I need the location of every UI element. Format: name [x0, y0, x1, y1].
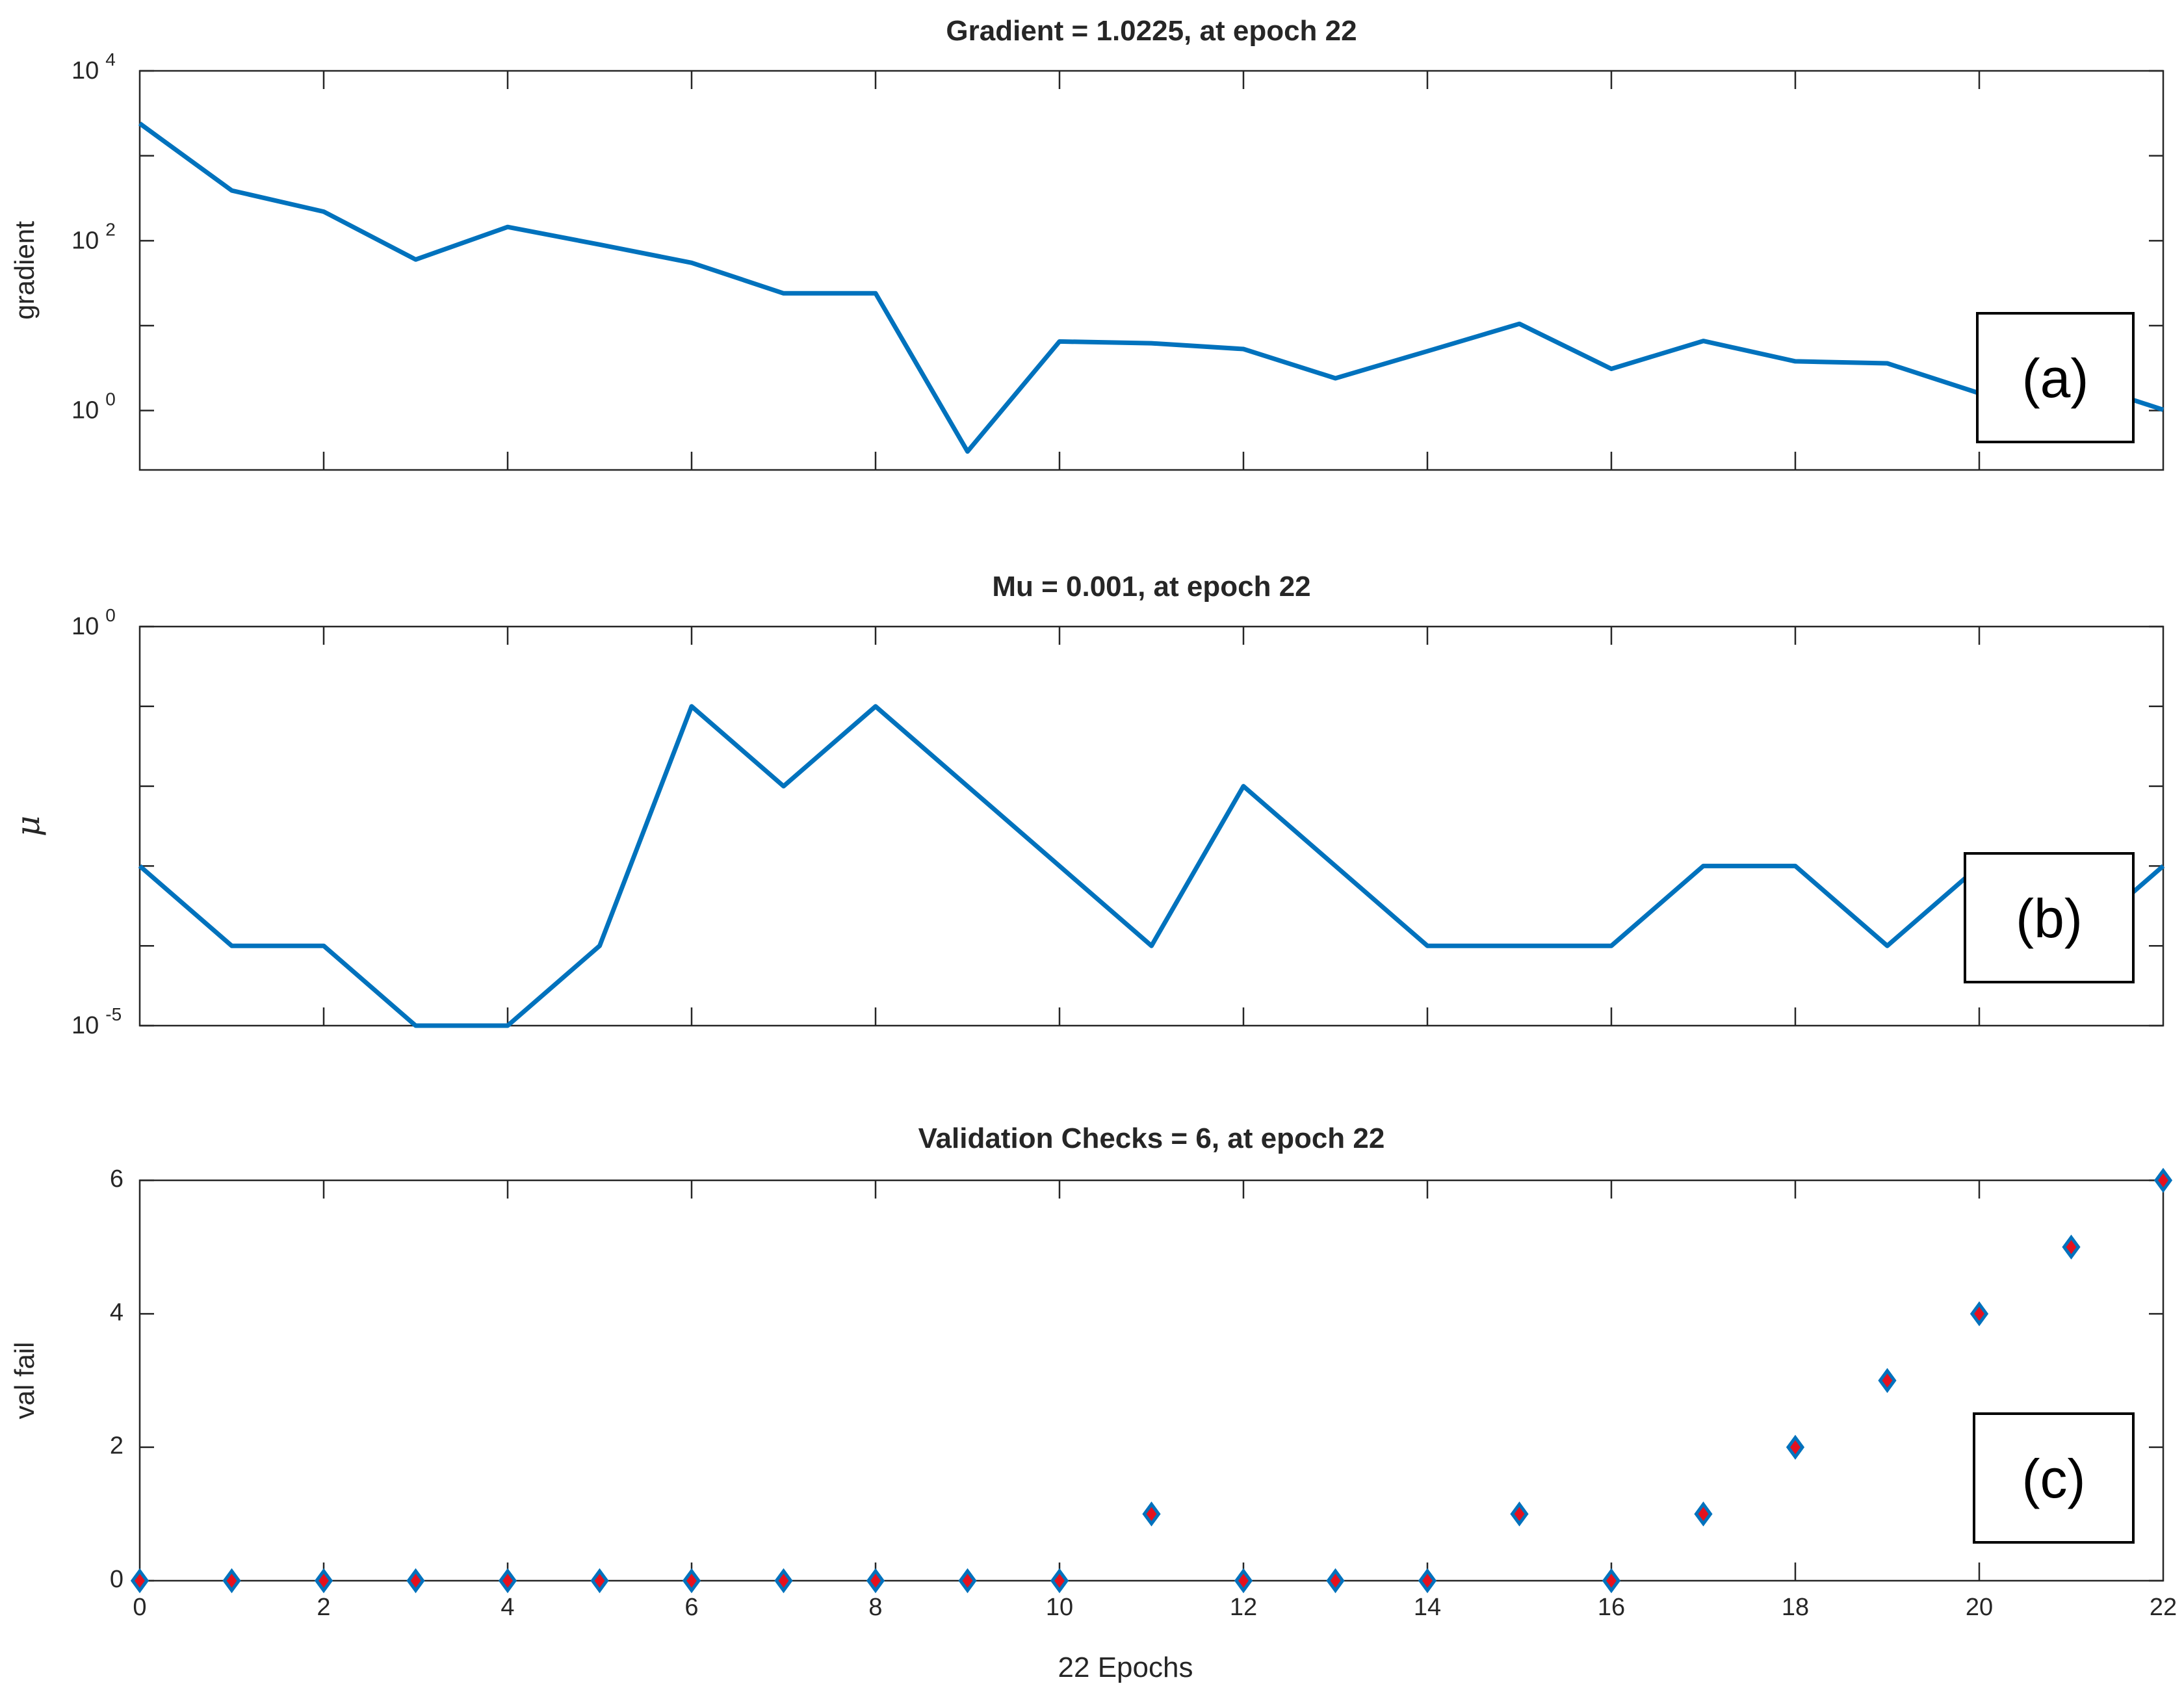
y-axis-label: μ	[9, 816, 47, 837]
y-tick-base: 10	[72, 1012, 99, 1039]
data-point	[1427, 350, 1428, 352]
data-point	[590, 1568, 609, 1594]
data-point	[1243, 348, 1244, 350]
data-point	[415, 259, 416, 260]
y-tick-label: 10 -5	[72, 1004, 122, 1039]
y-tick-label: 6	[110, 1165, 124, 1193]
chart-title: Validation Checks = 6, at epoch 22	[918, 1122, 1385, 1154]
y-tick-exponent: 0	[105, 605, 116, 625]
y-tick-label: 4	[110, 1299, 124, 1326]
x-tick-label: 14	[1414, 1594, 1441, 1621]
data-point	[1510, 1501, 1529, 1527]
y-axis-label: val fail	[9, 1342, 40, 1419]
y-tick-exponent: 0	[105, 389, 116, 409]
y-tick-label: 10 0	[72, 605, 116, 640]
panel-label-box	[1964, 852, 2135, 983]
x-tick-label: 2	[317, 1594, 330, 1621]
data-point	[958, 1568, 977, 1594]
chart-panel-2: 10 -5 10 0 Mu = 0.001, at epoch 22 μ (b)	[9, 571, 2165, 1039]
data-point	[967, 451, 968, 452]
data-point	[2163, 409, 2164, 410]
data-point	[1050, 1568, 1069, 1594]
data-point	[774, 1568, 793, 1594]
y-tick-label: 10 4	[72, 49, 116, 84]
y-tick-base: 10	[72, 227, 99, 254]
chart-title: Mu = 0.001, at epoch 22	[992, 571, 1310, 603]
data-point	[222, 1568, 241, 1594]
chart-panel-3: 0 2 4 6 Validation Checks = 6, at epoch 22 va…	[9, 1122, 2177, 1683]
y-tick-label: 0	[110, 1566, 124, 1593]
data-point	[2153, 1167, 2173, 1193]
data-point	[1418, 1568, 1437, 1594]
y-tick-label: 10 2	[72, 219, 116, 254]
x-tick-label: 18	[1782, 1594, 1809, 1621]
y-tick-base: 10	[72, 57, 99, 84]
data-point	[1694, 1501, 1713, 1527]
data-point	[2062, 1234, 2081, 1260]
panel-label: (c)	[2022, 1448, 2086, 1509]
data-point	[599, 244, 600, 245]
chart-panel-1: 10 0 10 2 10 4 Gradient = 1.0225, at epoch 22 g…	[9, 15, 2164, 471]
x-tick-label: 4	[500, 1594, 514, 1621]
x-tick-label: 22	[2150, 1594, 2177, 1621]
x-tick-label: 0	[133, 1594, 146, 1621]
data-point	[1602, 1568, 1621, 1594]
y-tick-exponent: 4	[105, 49, 116, 70]
x-tick-label: 20	[1966, 1594, 1993, 1621]
panel-label-box	[1976, 312, 2135, 443]
data-point	[231, 190, 232, 191]
x-tick-label: 12	[1230, 1594, 1257, 1621]
data-point	[1878, 1368, 1897, 1394]
data-point	[1151, 343, 1152, 344]
y-axis-label: gradient	[9, 221, 40, 320]
data-point	[406, 1568, 425, 1594]
data-point	[866, 1568, 885, 1594]
data-point	[314, 1568, 333, 1594]
data-point	[1234, 1568, 1253, 1594]
panel-label: (a)	[2022, 348, 2089, 409]
panel-label: (b)	[2016, 888, 2083, 949]
data-point	[783, 292, 784, 294]
data-point	[1786, 1434, 1805, 1460]
axes-box	[138, 70, 2164, 471]
y-tick-label: 10 0	[72, 389, 116, 424]
data-point	[498, 1568, 517, 1594]
y-tick-label: 2	[110, 1433, 124, 1460]
data-point	[1326, 1568, 1345, 1594]
data-point	[682, 1568, 701, 1594]
y-tick-base: 10	[72, 397, 99, 424]
panel-label-box	[1973, 1412, 2135, 1544]
chart-title: Gradient = 1.0225, at epoch 22	[946, 15, 1357, 47]
x-tick-label: 6	[684, 1594, 698, 1621]
data-point	[130, 1568, 150, 1594]
x-tick-label: 8	[868, 1594, 882, 1621]
axes-box	[138, 625, 2164, 1027]
data-point	[1970, 1301, 1989, 1327]
x-axis-label: 22 Epochs	[1058, 1652, 1193, 1683]
data-point	[1142, 1501, 1161, 1527]
y-tick-base: 10	[72, 613, 99, 640]
x-tick-label: 16	[1598, 1594, 1625, 1621]
y-tick-exponent: 2	[105, 219, 116, 239]
y-tick-exponent: -5	[105, 1004, 122, 1024]
x-tick-label: 10	[1046, 1594, 1073, 1621]
